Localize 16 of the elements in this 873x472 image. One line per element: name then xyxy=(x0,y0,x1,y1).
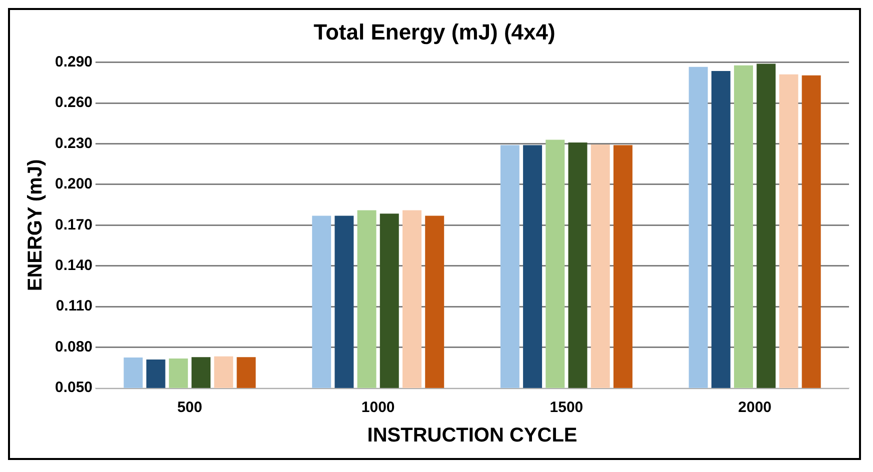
x-tick-label: 500 xyxy=(177,399,202,416)
y-tick-label: 0.140 xyxy=(54,257,93,274)
x-axis-title: INSTRUCTION CYCLE xyxy=(367,424,578,447)
y-tick-label: 0.080 xyxy=(54,338,93,356)
y-tick-label: 0.200 xyxy=(54,176,93,193)
x-tick-label: 1000 xyxy=(361,399,395,416)
y-tick-label: 0.260 xyxy=(54,94,93,112)
y-axis-title: ENERGY (mJ) xyxy=(24,159,47,292)
chart-title: Total Energy (mJ) (4x4) xyxy=(314,19,556,44)
x-tick-label: 1500 xyxy=(550,399,584,416)
x-tick-label: 2000 xyxy=(738,399,772,416)
y-tick-label: 0.170 xyxy=(54,216,93,234)
y-tick-label: 0.110 xyxy=(56,298,93,315)
y-tick-label: 0.050 xyxy=(54,379,93,396)
y-tick-label: 0.290 xyxy=(54,54,93,71)
y-tick-label: 0.230 xyxy=(54,134,93,152)
